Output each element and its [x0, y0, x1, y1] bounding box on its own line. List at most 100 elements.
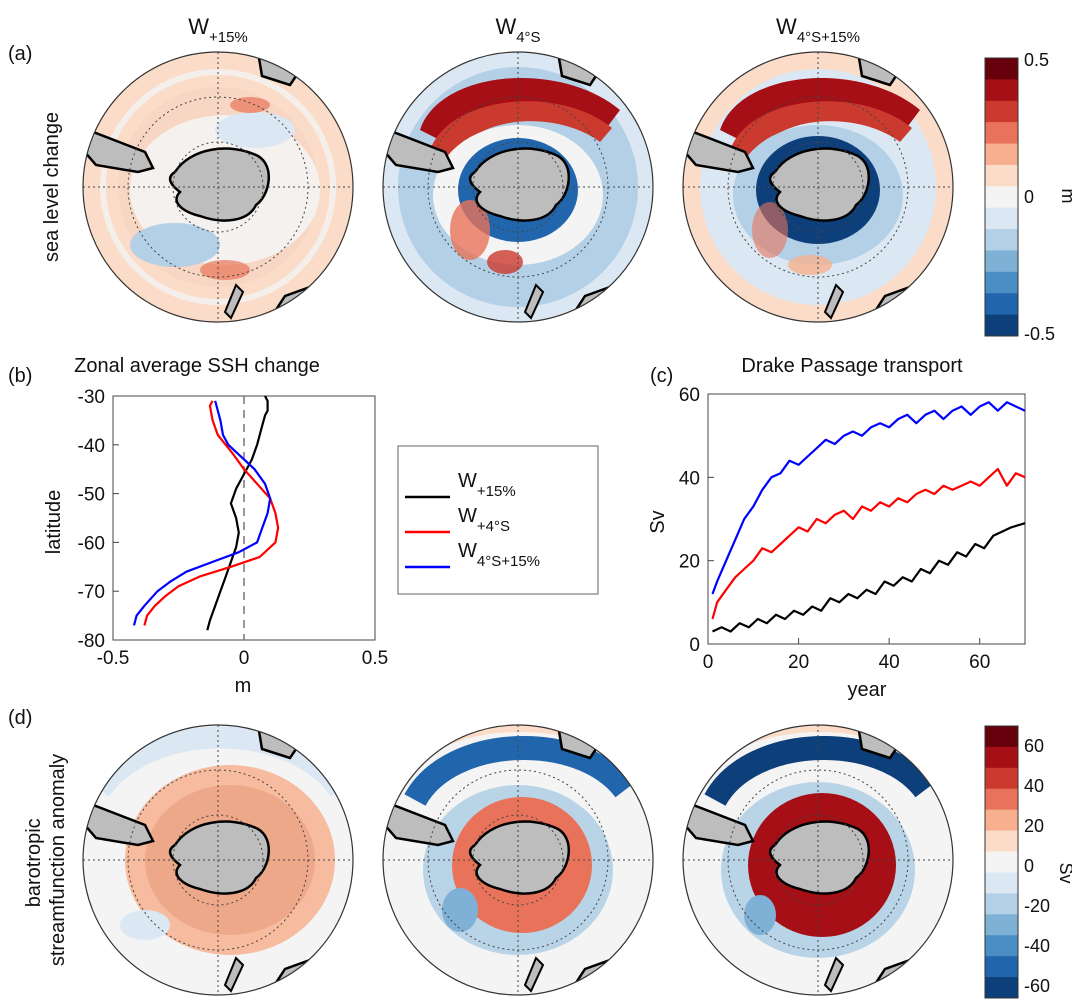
panel-a-row-label: sea level change [41, 112, 63, 262]
ssh-series-1 [206, 395, 269, 631]
panel-d-label: (d) [8, 707, 32, 729]
colorbar-d-swatch-12 [985, 956, 1018, 978]
drake-xtick-label-3: 40 [879, 652, 900, 673]
map-title-a2-base: W [495, 14, 516, 39]
legend-label-2-sub: +4°S [477, 518, 510, 535]
map-title-a2-sub: 4°S [516, 29, 540, 46]
antarctica-a3 [768, 147, 871, 222]
antarctica-a2 [468, 147, 571, 222]
south-america-d1 [83, 799, 155, 847]
panel-b-xlabel: m [235, 675, 252, 697]
legend-label-1-sub: +15% [477, 483, 516, 500]
colorbar-a-tick-top: 0.5 [1024, 50, 1049, 70]
map-title-a2: W4°S [495, 14, 540, 46]
graticule-a1 [83, 52, 353, 322]
drake-plot: 0 20 40 60 0 20 40 60 [679, 385, 1026, 673]
colorbar-a-swatch-12 [985, 293, 1018, 316]
panel-c-xlabel: year [848, 679, 887, 701]
map-title-a1: W+15% [188, 14, 248, 46]
colorbar-d-swatch-11 [985, 935, 1018, 957]
graticule-d1 [83, 725, 353, 995]
streamfunction-map-w4s [383, 725, 653, 995]
colorbar-d-frame [984, 725, 1019, 999]
south-america-a3 [683, 126, 755, 174]
colorbar-a-swatch-6 [985, 164, 1018, 187]
map-frame-d3 [682, 724, 954, 996]
colorbar-a-swatch-13 [985, 314, 1018, 337]
colorbar-a-swatch-2 [985, 79, 1018, 102]
panel-b-label: (b) [8, 365, 32, 387]
ssh-ytick-label-5: -70 [78, 582, 105, 603]
drake-ytick-label-2: 20 [679, 552, 700, 573]
colorbar-a-swatch-1 [985, 58, 1018, 80]
map-title-a1-sub: +15% [209, 29, 248, 46]
legend-label-3-base: W [458, 540, 477, 562]
map-frame-a1 [82, 51, 354, 323]
colorbar-d-swatch-8 [985, 872, 1018, 894]
drake-xtick-label-1: 0 [703, 652, 714, 673]
colorbar-a-swatch-7 [985, 186, 1018, 209]
colorbar-a-swatch-8 [985, 207, 1018, 230]
south-america-d2 [383, 799, 455, 847]
panel-c-ylabel: Sv [647, 510, 669, 533]
colorbar-d-tick-7: -60 [1024, 976, 1050, 996]
colorbar-d-swatch-9 [985, 893, 1018, 915]
map-title-a3: W4°S+15% [776, 14, 860, 46]
panel-b-title: Zonal average SSH change [74, 355, 320, 377]
colorbar-d-swatch-1 [985, 726, 1018, 748]
ssh-ytick-label-2: -40 [78, 436, 105, 457]
colorbar-d-tick-3: 20 [1024, 816, 1044, 836]
colorbar-a-tick-bottom: -0.5 [1024, 324, 1055, 344]
panel-d-row-label: barotropic streamfunction anomaly [23, 754, 69, 966]
antarctica-a1 [168, 147, 271, 222]
antarctica-d2 [468, 820, 571, 895]
legend-label-2: W+4°S [458, 505, 510, 535]
drake-series-2 [711, 467, 1026, 620]
panel-d-row-label-2: streamfunction anomaly [47, 754, 69, 966]
colorbar-d-swatch-4 [985, 788, 1018, 811]
panel-c-title: Drake Passage transport [741, 355, 963, 377]
south-america-a1 [83, 126, 155, 174]
ssh-ytick-label-4: -60 [78, 533, 105, 554]
legend-label-3-sub: 4°S+15% [477, 553, 540, 570]
south-america-a2 [383, 126, 455, 174]
new-zealand-d1 [223, 956, 245, 993]
ssh-axes-frame [112, 395, 376, 641]
panel-c-label: (c) [650, 365, 673, 387]
colorbar-a-tick-mid: 0 [1024, 187, 1034, 207]
colorbar-a-swatch-9 [985, 229, 1018, 251]
panel-b-ylabel: latitude [43, 490, 65, 555]
sea-level-map-w4s [383, 52, 653, 322]
ssh-xtick-label-3: 0.5 [362, 648, 388, 669]
colorbar-a-swatch-4 [985, 122, 1018, 145]
ssh-series-3 [132, 400, 272, 626]
colorbar-a-frame [984, 57, 1019, 337]
ssh-xtick-label-2: 0 [239, 648, 250, 669]
colorbar-d-swatch-6 [985, 830, 1018, 853]
colorbar-d-tick-2: 40 [1024, 776, 1044, 796]
drake-axes-frame [707, 393, 1026, 645]
drake-xtick-label-2: 20 [788, 652, 809, 673]
map-frame-d2 [382, 724, 654, 996]
map-title-a3-base: W [776, 14, 797, 39]
ssh-plot: -0.5 0 0.5 -30 -40 -50 -60 -70 -80 [78, 387, 389, 669]
colorbar-d-swatch-10 [985, 914, 1018, 936]
graticule-d3 [683, 725, 953, 995]
ssh-ytick-label-3: -50 [78, 485, 105, 506]
colorbar-a-swatch-11 [985, 271, 1018, 294]
graticule-a2 [383, 52, 653, 322]
legend-label-1: W+15% [458, 470, 516, 500]
drake-series-1 [712, 522, 1026, 633]
colorbar-sea-level [984, 57, 1019, 337]
legend-label-3: W4°S+15% [458, 540, 540, 570]
map-title-a1-base: W [188, 14, 209, 39]
antarctica-d3 [768, 820, 871, 895]
legend-label-2-base: W [458, 505, 477, 527]
ssh-xtick-label-1: -0.5 [97, 648, 130, 669]
colorbar-d-swatch-3 [985, 767, 1018, 790]
drake-series-3 [711, 401, 1026, 595]
new-zealand-d3 [823, 956, 845, 993]
south-america-d3 [683, 799, 755, 847]
colorbar-a-swatch-10 [985, 250, 1018, 273]
